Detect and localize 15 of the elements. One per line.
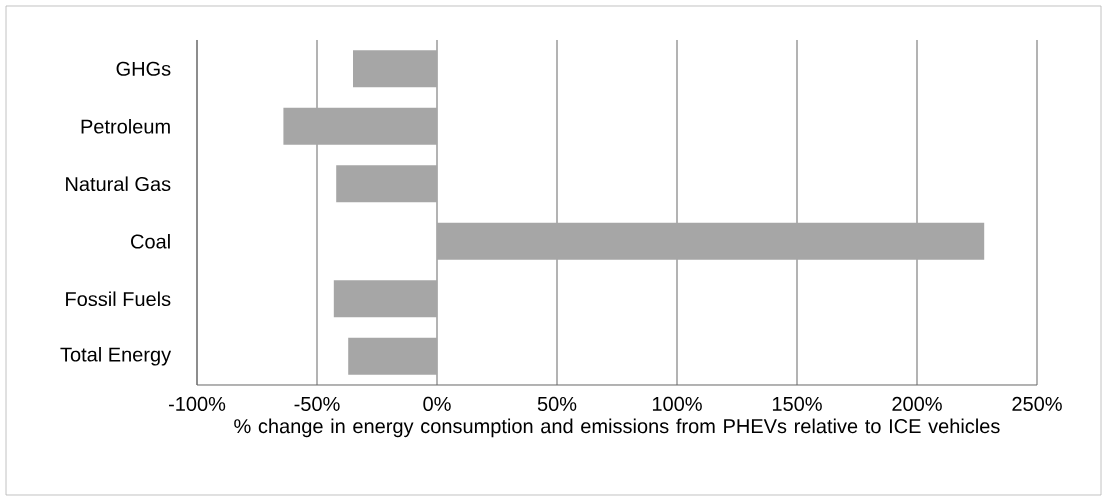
x-tick-label: 0% bbox=[423, 396, 451, 412]
x-tick-label: 100% bbox=[652, 396, 702, 412]
x-axis-title: % change in energy consumption and emissions from PHEVs relative to ICE vehicles bbox=[234, 418, 1000, 438]
y-tick-label: Natural Gas bbox=[66, 176, 171, 192]
y-tick-label: Fossil Fuels bbox=[66, 291, 171, 307]
x-tick-label: 50% bbox=[537, 396, 577, 412]
y-tick-label: Petroleum bbox=[81, 118, 170, 134]
x-tick-label: 200% bbox=[892, 396, 942, 412]
y-tick-label: Coal bbox=[131, 233, 170, 249]
x-tick-label: -50% bbox=[294, 396, 340, 412]
x-tick-label: 250% bbox=[1012, 396, 1062, 412]
y-tick-label: GHGs bbox=[116, 61, 171, 76]
x-tick-label: 150% bbox=[772, 396, 822, 412]
x-tick-label: -100% bbox=[169, 396, 226, 412]
y-tick-label: Total Energy bbox=[60, 346, 172, 366]
